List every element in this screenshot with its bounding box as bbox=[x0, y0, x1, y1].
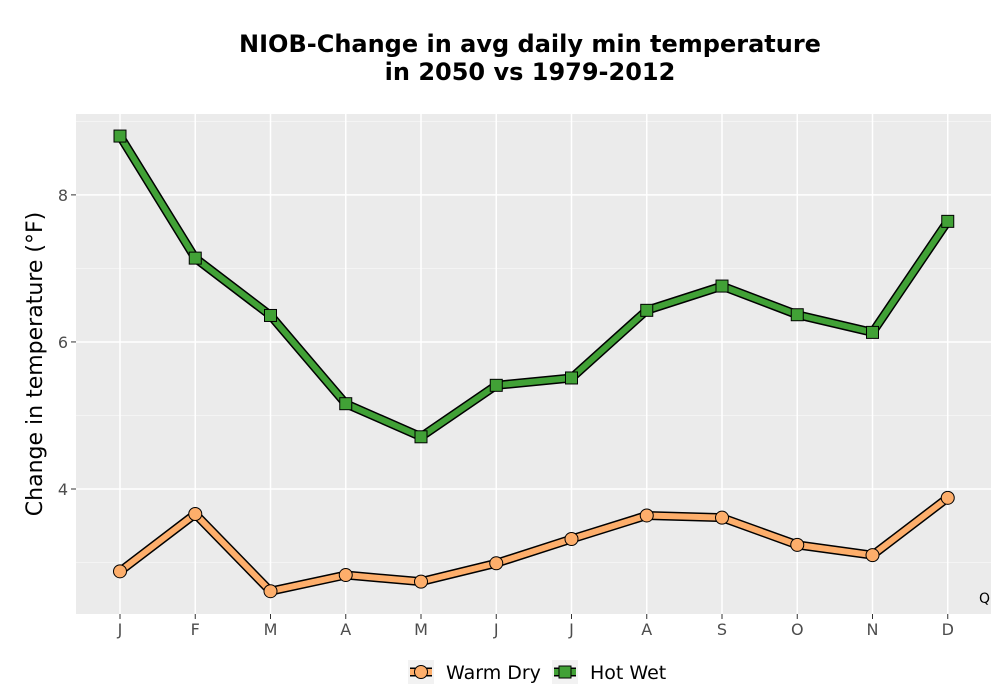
series-hot-wet bbox=[113, 129, 955, 444]
data-point bbox=[564, 532, 579, 546]
data-point bbox=[188, 251, 202, 265]
y-tick-label: 4 bbox=[58, 480, 68, 499]
data-point bbox=[940, 490, 955, 505]
data-point bbox=[715, 510, 729, 525]
corner-label: Q bbox=[979, 591, 990, 607]
y-axis: 4 6 8 bbox=[58, 186, 76, 499]
x-tick-label: N bbox=[867, 620, 879, 639]
data-point bbox=[264, 308, 277, 322]
chart-title-line-2: in 2050 vs 1979-2012 bbox=[384, 58, 676, 86]
data-point bbox=[113, 564, 127, 579]
data-point bbox=[339, 397, 353, 411]
data-point bbox=[414, 430, 428, 444]
legend-item: Hot Wet bbox=[552, 660, 666, 684]
data-point bbox=[790, 537, 805, 552]
series-warm-dry bbox=[113, 490, 955, 599]
x-tick-label: J bbox=[493, 620, 499, 639]
chart-title-line-1: NIOB-Change in avg daily min temperature bbox=[239, 30, 821, 58]
series-line bbox=[117, 494, 951, 595]
x-tick-label: A bbox=[641, 620, 652, 639]
x-tick-label: D bbox=[942, 620, 954, 639]
data-point bbox=[489, 556, 504, 571]
legend-label: Hot Wet bbox=[590, 662, 666, 684]
legend-label: Warm Dry bbox=[446, 662, 541, 684]
data-point bbox=[941, 214, 955, 228]
legend-key-marker bbox=[558, 665, 572, 679]
data-point bbox=[263, 584, 278, 599]
legend: Warm Dry Hot Wet bbox=[408, 660, 666, 684]
data-point bbox=[865, 548, 880, 563]
x-tick-label: J bbox=[117, 620, 123, 639]
data-point bbox=[188, 507, 203, 521]
x-tick-label: M bbox=[414, 620, 428, 639]
grid-major bbox=[76, 114, 991, 614]
legend-item: Warm Dry bbox=[408, 660, 541, 684]
plot-panel bbox=[76, 114, 991, 614]
x-tick-label: M bbox=[264, 620, 278, 639]
data-point bbox=[866, 325, 879, 339]
y-axis-title: Change in temperature (°F) bbox=[23, 212, 48, 516]
data-point bbox=[338, 568, 353, 583]
x-tick-label: A bbox=[340, 620, 351, 639]
chart-title: NIOB-Change in avg daily min temperature… bbox=[0, 30, 1000, 86]
data-point bbox=[639, 508, 654, 523]
x-tick-label: S bbox=[717, 620, 727, 639]
data-point bbox=[790, 308, 804, 322]
y-tick-label: 6 bbox=[58, 333, 68, 352]
data-point bbox=[640, 303, 654, 317]
x-tick-label: F bbox=[191, 620, 200, 639]
data-point bbox=[715, 279, 729, 293]
data-point bbox=[489, 378, 503, 392]
x-tick-label: O bbox=[791, 620, 804, 639]
series-layer bbox=[113, 129, 955, 599]
grid-minor bbox=[76, 120, 991, 563]
data-point bbox=[113, 129, 127, 143]
series-line bbox=[117, 133, 951, 440]
data-point bbox=[414, 574, 428, 589]
data-point bbox=[565, 371, 578, 385]
y-tick-label: 8 bbox=[58, 186, 68, 205]
x-tick-label: J bbox=[568, 620, 574, 639]
legend-key-marker bbox=[414, 665, 428, 679]
